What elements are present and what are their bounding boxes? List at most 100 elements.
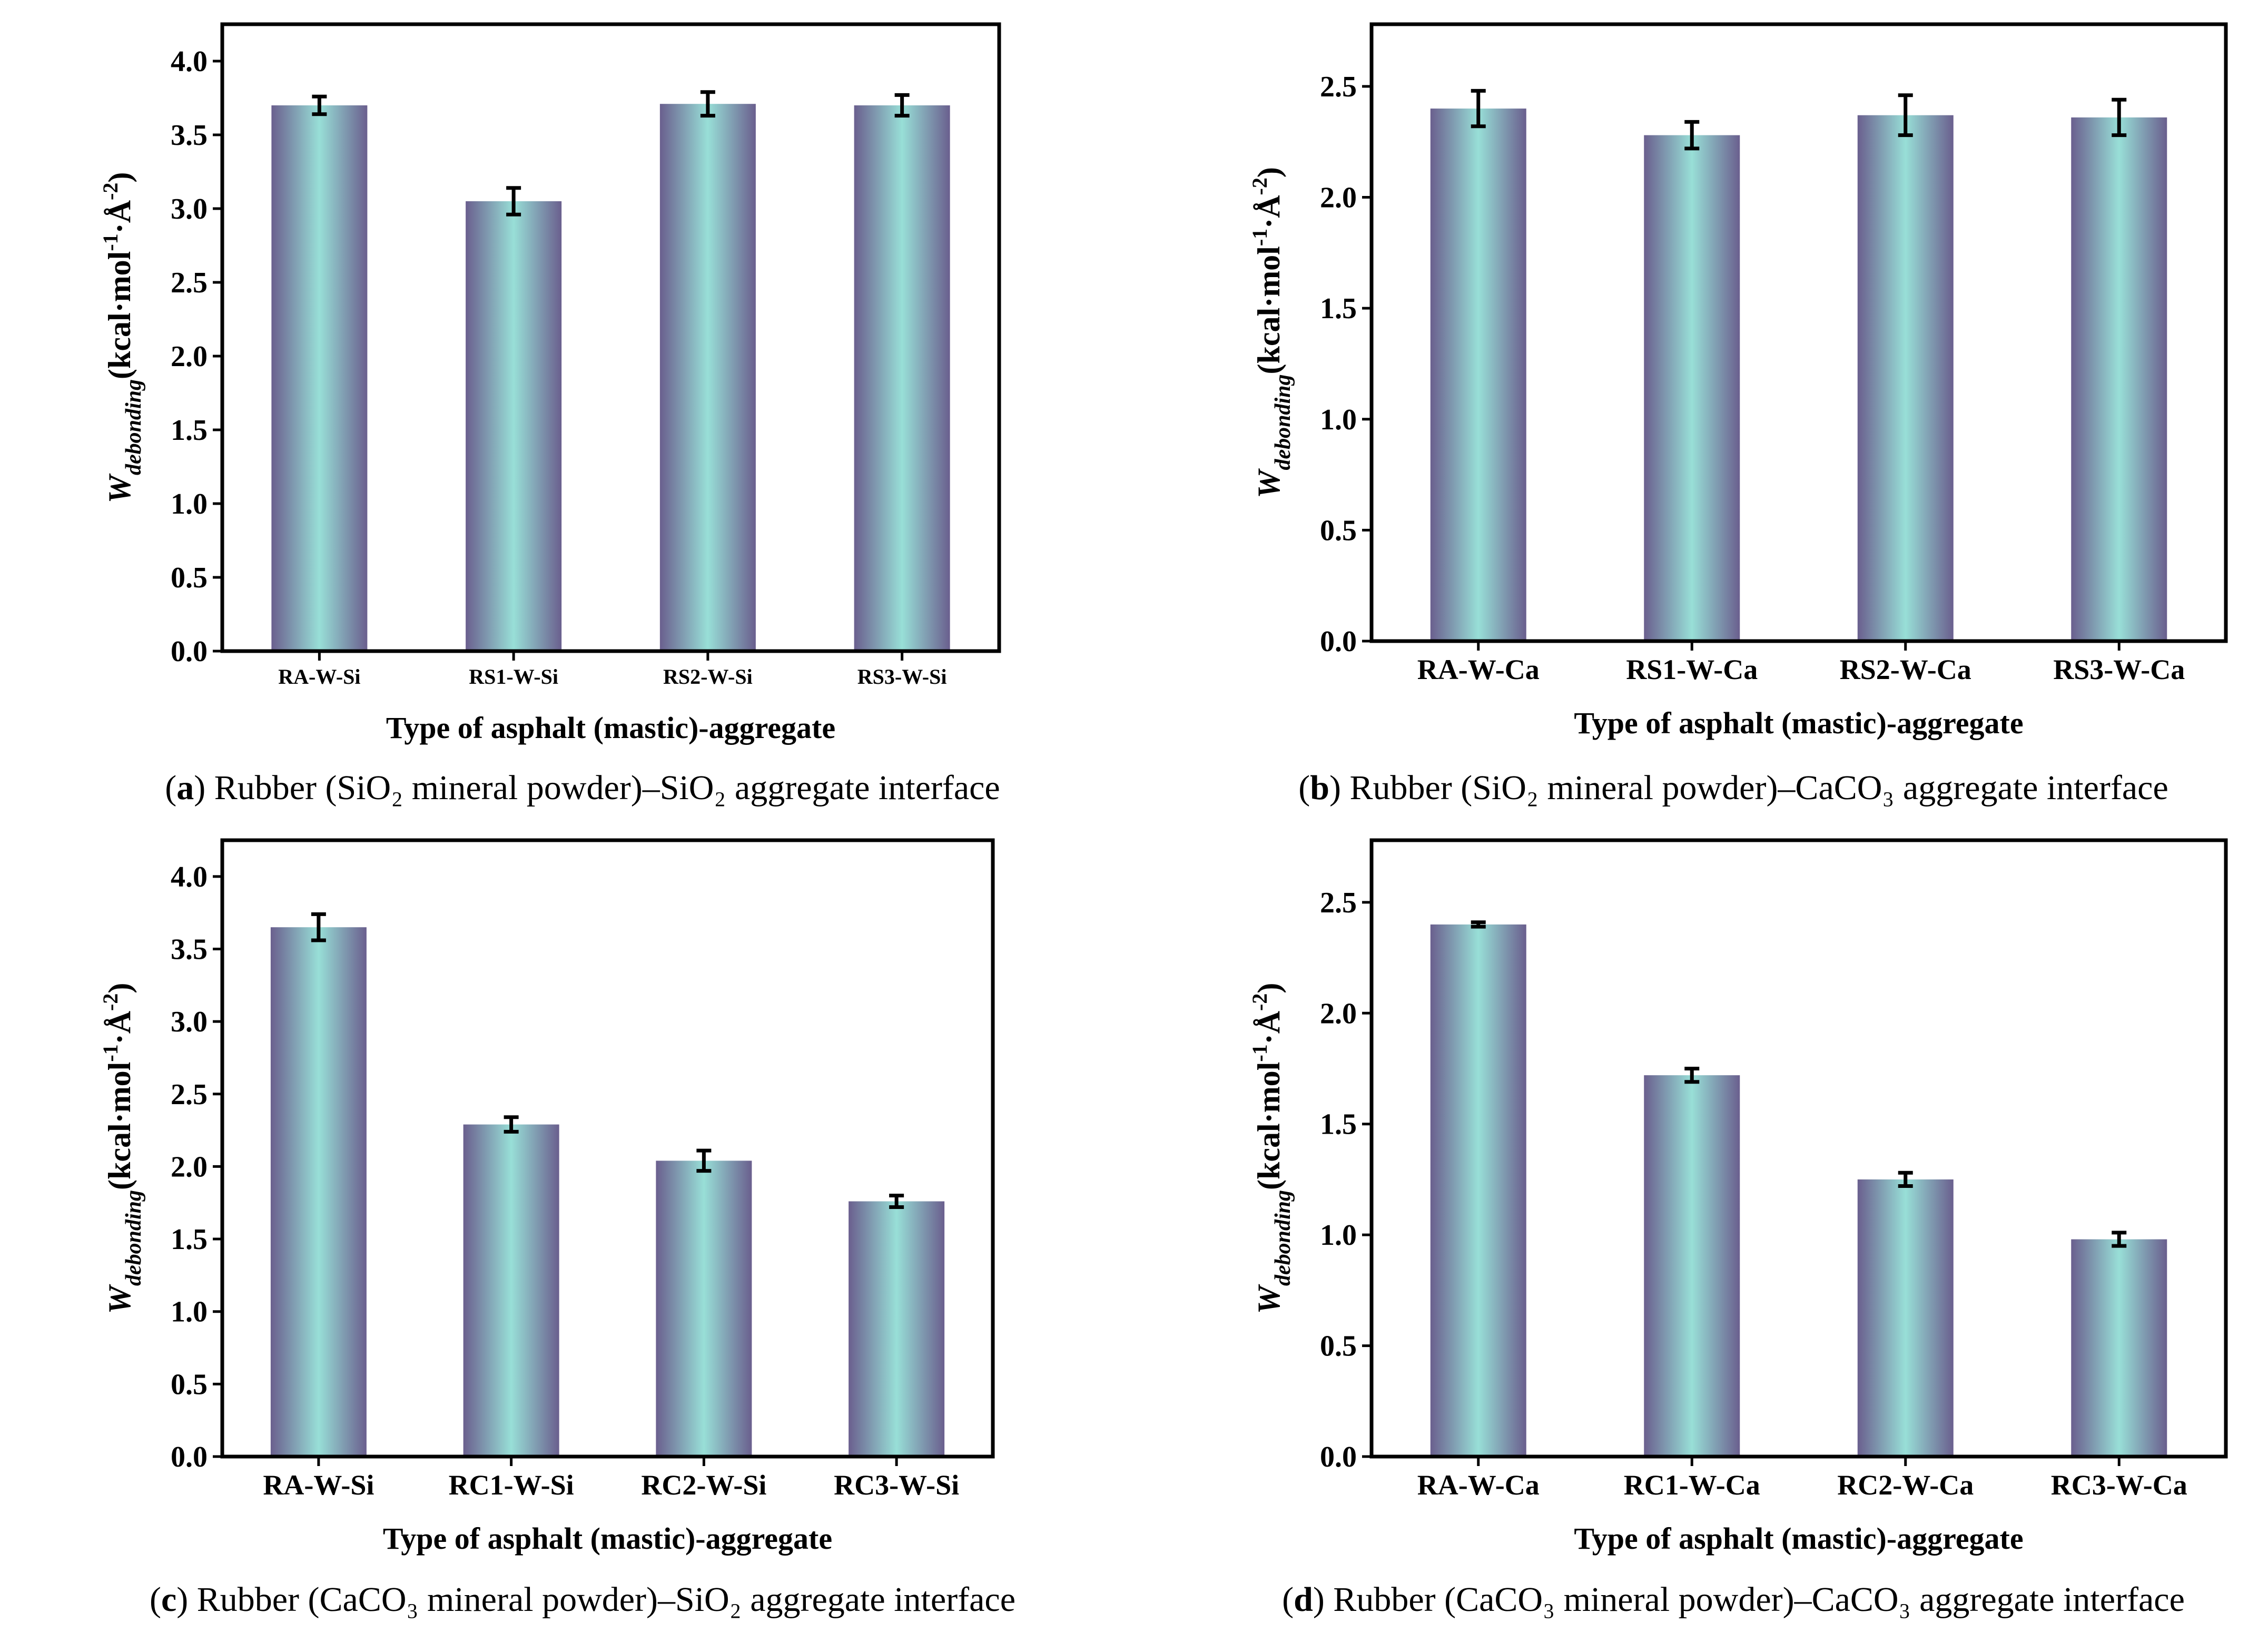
y-tick-label: 4.0 bbox=[171, 861, 208, 893]
y-tick-label: 2.0 bbox=[171, 1150, 208, 1183]
bar-RA-W-Ca bbox=[1430, 924, 1526, 1457]
x-tick-label: RC3-W-Si bbox=[834, 1469, 959, 1501]
y-tick-label: 3.5 bbox=[171, 933, 208, 966]
y-axis-label: Wdebonding(kcal·mol-1·Å-2) bbox=[98, 172, 146, 504]
y-tick-label: 2.5 bbox=[171, 267, 208, 299]
y-tick-label: 1.0 bbox=[171, 488, 208, 520]
plot-frame bbox=[220, 838, 995, 1459]
error-bar-RC1-W-Ca bbox=[1684, 1066, 1700, 1084]
error-bar-RC2-W-Ca bbox=[1898, 1171, 1913, 1188]
x-tick-label: RS3-W-Si bbox=[857, 665, 947, 689]
y-tick-label: 1.5 bbox=[171, 414, 208, 447]
chart-panel-d: RA-W-Ca RC1-W-Ca RC2-W-Ca RC3-W-Ca 0.0 0.5 1.0… bbox=[1248, 838, 2228, 1619]
x-tick-label: RC2-W-Ca bbox=[1837, 1469, 1974, 1501]
y-tick-label: 0.5 bbox=[171, 1368, 208, 1401]
error-bar-RA-W-Si bbox=[312, 94, 327, 116]
y-tick-label: 2.5 bbox=[1320, 71, 1357, 103]
y-tick-label: 1.0 bbox=[171, 1296, 208, 1329]
error-bar-RS3-W-Ca bbox=[2112, 97, 2127, 137]
x-axis-label: Type of asphalt (mastic)-aggregate bbox=[383, 1521, 832, 1556]
bar-RC1-W-Ca bbox=[1644, 1075, 1740, 1457]
x-tick-label: RC3-W-Ca bbox=[2051, 1469, 2187, 1501]
panel-caption: (c) Rubber (CaCO₃ mineral powder)–SiO₂ a… bbox=[150, 1580, 1015, 1619]
error-bar-RS2-W-Si bbox=[700, 90, 715, 118]
y-tick-label: 1.5 bbox=[1320, 1108, 1357, 1141]
y-tick-label: 3.0 bbox=[171, 193, 208, 225]
y-tick-label: 0.5 bbox=[1320, 514, 1357, 547]
plot-frame bbox=[1369, 22, 2228, 643]
error-bar-RS3-W-Si bbox=[894, 93, 910, 118]
x-tick-label: RA-W-Ca bbox=[1417, 1469, 1540, 1501]
bar-RA-W-Si bbox=[270, 927, 367, 1457]
y-tick-label: 0.0 bbox=[1320, 1441, 1357, 1473]
x-tick-label: RC1-W-Si bbox=[449, 1469, 574, 1501]
error-bar-RC3-W-Ca bbox=[2112, 1231, 2127, 1248]
bar-RC1-W-Si bbox=[463, 1124, 559, 1457]
y-tick-label: 2.5 bbox=[1320, 887, 1357, 919]
x-tick-label: RS2-W-Si bbox=[663, 665, 753, 689]
y-tick-label: 3.0 bbox=[171, 1006, 208, 1038]
y-tick-label: 0.5 bbox=[1320, 1330, 1357, 1363]
y-tick-label: 1.0 bbox=[1320, 404, 1357, 436]
x-tick-label: RS3-W-Ca bbox=[2053, 654, 2185, 685]
y-tick-label: 2.0 bbox=[1320, 182, 1357, 214]
panel-caption: (b) Rubber (SiO₂ mineral powder)–CaCO₃ a… bbox=[1298, 769, 2168, 807]
panel-caption: (a) Rubber (SiO₂ mineral powder)–SiO₂ ag… bbox=[165, 769, 1000, 807]
x-tick-label: RC1-W-Ca bbox=[1624, 1469, 1760, 1501]
chart-panel-a: RA-W-Si RS1-W-Si RS2-W-Si RS3-W-Si 0.0 0.5 1.0… bbox=[98, 22, 1001, 807]
error-bar-RC2-W-Si bbox=[696, 1148, 712, 1173]
bar-RA-W-Ca bbox=[1430, 109, 1526, 641]
y-tick-label: 0.0 bbox=[171, 1441, 208, 1473]
error-bar-RC1-W-Si bbox=[504, 1115, 519, 1134]
error-bar-RC3-W-Si bbox=[889, 1193, 904, 1209]
x-tick-label: RS1-W-Si bbox=[469, 665, 558, 689]
error-bar-RA-W-Ca bbox=[1471, 88, 1486, 129]
x-axis-label: Type of asphalt (mastic)-aggregate bbox=[386, 711, 835, 745]
y-tick-label: 3.5 bbox=[171, 119, 208, 152]
bar-RS3-W-Ca bbox=[2071, 117, 2167, 641]
x-tick-label: RC2-W-Si bbox=[641, 1469, 766, 1501]
y-tick-label: 2.0 bbox=[171, 340, 208, 373]
plot-frame bbox=[220, 22, 1001, 653]
y-tick-label: 1.5 bbox=[1320, 292, 1357, 325]
chart-panel-c: RA-W-Si RC1-W-Si RC2-W-Si RC3-W-Si 0.0 0.5 1.0… bbox=[98, 838, 1015, 1619]
y-tick-label: 4.0 bbox=[171, 45, 208, 78]
panel-caption: (d) Rubber (CaCO₃ mineral powder)–CaCO₃ … bbox=[1282, 1580, 2185, 1619]
bar-RA-W-Si bbox=[271, 105, 368, 651]
bar-RS1-W-Si bbox=[466, 201, 562, 651]
y-tick-label: 1.5 bbox=[171, 1223, 208, 1256]
y-axis-label: Wdebonding(kcal·mol-1·Å-2) bbox=[1248, 167, 1295, 498]
error-bar-RS1-W-Ca bbox=[1684, 120, 1700, 151]
error-bar-RS1-W-Si bbox=[506, 186, 521, 217]
bar-RS2-W-Si bbox=[659, 104, 756, 652]
bar-RS3-W-Si bbox=[854, 105, 950, 651]
x-tick-label: RS1-W-Ca bbox=[1626, 654, 1758, 685]
bar-RC3-W-Ca bbox=[2071, 1239, 2167, 1457]
bar-RS2-W-Ca bbox=[1857, 115, 1954, 642]
bar-RC2-W-Ca bbox=[1857, 1179, 1954, 1457]
chart-panel-b: RA-W-Ca RS1-W-Ca RS2-W-Ca RS3-W-Ca 0.0 0.5 1.0… bbox=[1248, 22, 2228, 807]
x-tick-label: RA-W-Ca bbox=[1417, 654, 1540, 685]
bar-RC2-W-Si bbox=[656, 1161, 752, 1457]
bar-RC3-W-Si bbox=[849, 1201, 945, 1457]
y-tick-label: 0.5 bbox=[171, 562, 208, 594]
x-tick-label: RS2-W-Ca bbox=[1840, 654, 1971, 685]
x-axis-label: Type of asphalt (mastic)-aggregate bbox=[1574, 706, 2023, 740]
panels: RA-W-Si RS1-W-Si RS2-W-Si RS3-W-Si 0.0 0.5 1.0… bbox=[98, 22, 2228, 1619]
y-tick-label: 0.0 bbox=[171, 635, 208, 668]
error-bar-RA-W-Ca bbox=[1471, 920, 1486, 929]
x-tick-label: RA-W-Si bbox=[263, 1469, 374, 1501]
plot-frame bbox=[1369, 838, 2228, 1459]
y-axis-label: Wdebonding(kcal·mol-1·Å-2) bbox=[1248, 983, 1295, 1314]
error-bar-RA-W-Si bbox=[311, 912, 326, 942]
x-tick-label: RA-W-Si bbox=[278, 665, 360, 689]
y-axis-label: Wdebonding(kcal·mol-1·Å-2) bbox=[98, 983, 146, 1314]
bar-RS1-W-Ca bbox=[1644, 135, 1740, 641]
error-bar-RS2-W-Ca bbox=[1898, 93, 1913, 137]
y-tick-label: 2.5 bbox=[171, 1078, 208, 1111]
y-tick-label: 2.0 bbox=[1320, 997, 1357, 1030]
x-axis-label: Type of asphalt (mastic)-aggregate bbox=[1574, 1521, 2023, 1556]
y-tick-label: 1.0 bbox=[1320, 1219, 1357, 1252]
y-tick-label: 0.0 bbox=[1320, 625, 1357, 658]
